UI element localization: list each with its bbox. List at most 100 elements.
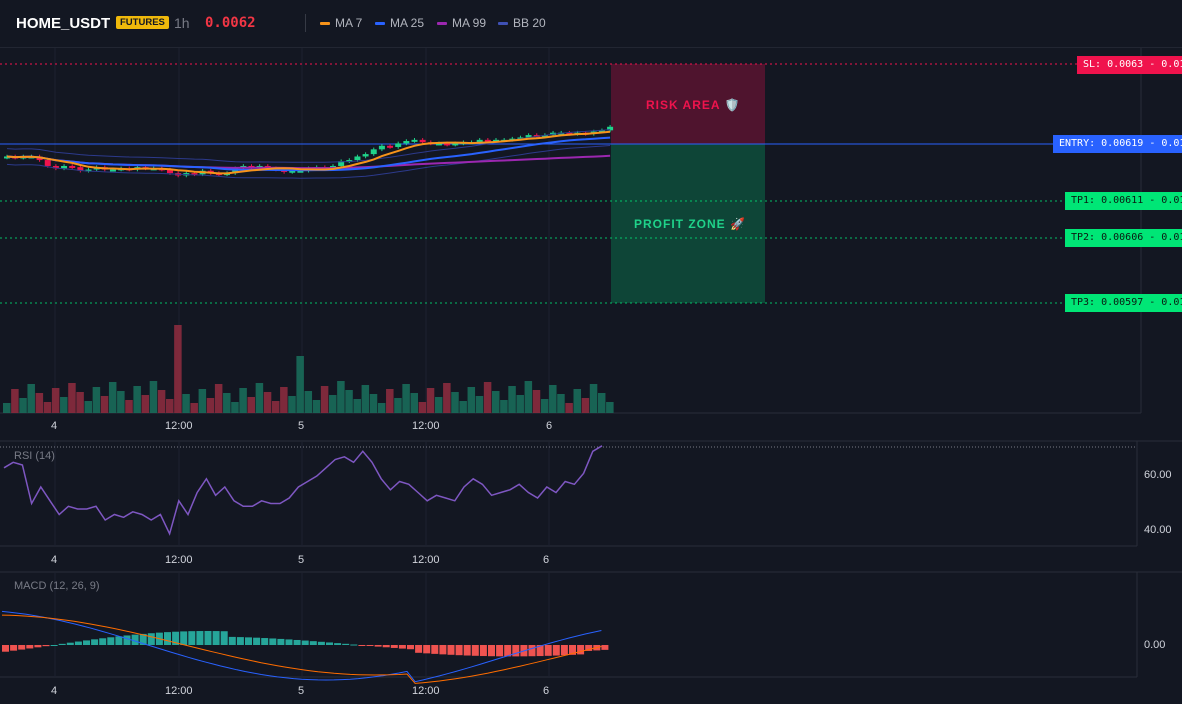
volume-bar: [288, 396, 296, 413]
volume-bar: [60, 397, 68, 413]
symbol-name[interactable]: HOME_USDT: [16, 15, 111, 32]
volume-bar: [394, 398, 402, 413]
volume-bar: [76, 392, 84, 413]
macd-histogram-bar: [245, 637, 252, 645]
macd-histogram-bar: [301, 640, 309, 645]
macd-histogram-bar: [309, 641, 317, 645]
macd-histogram-bar: [536, 645, 544, 657]
volume-bar: [508, 386, 516, 413]
volume-bar: [353, 399, 361, 413]
ma7-swatch-icon: [320, 21, 330, 25]
volume-bar: [589, 384, 598, 413]
macd-histogram-bar: [293, 639, 301, 645]
candle-body: [403, 141, 410, 144]
macd-histogram-bar: [10, 645, 18, 651]
bb20-swatch-icon: [498, 21, 508, 25]
legend-ma7[interactable]: MA 7: [320, 16, 362, 30]
macd-histogram-bar: [366, 645, 374, 646]
ma99-swatch-icon: [437, 21, 447, 25]
macd-histogram-bar: [204, 631, 212, 645]
volume-bar: [296, 356, 304, 413]
candle-body: [191, 173, 198, 176]
tp3-price-label[interactable]: TP3: 0.00597 - 0.01: [1065, 294, 1182, 312]
volume-bar: [467, 387, 476, 413]
macd-histogram-bar: [423, 645, 431, 654]
volume-bar: [43, 402, 52, 413]
tp2-price-label[interactable]: TP2: 0.00606 - 0.01: [1065, 229, 1182, 247]
volume-bar: [377, 403, 386, 413]
macd-histogram-bar: [350, 644, 358, 646]
candle-body: [44, 160, 51, 166]
tp3-label-suffix: - 0.01: [1143, 297, 1182, 308]
macd-histogram-bar: [164, 632, 171, 645]
legend-ma25[interactable]: MA 25: [375, 16, 424, 30]
rsi-xtick: 5: [298, 554, 305, 566]
macd-histogram-bar: [431, 645, 439, 654]
macd-histogram-bar: [601, 645, 609, 650]
macd-histogram-bar: [317, 641, 325, 645]
candle-body: [452, 143, 459, 146]
futures-badge: FUTURES: [116, 16, 169, 29]
candle-body: [419, 139, 426, 143]
candle-body: [109, 169, 116, 172]
sl-price-label[interactable]: SL: 0.0063 - 0.01: [1077, 56, 1182, 74]
candle-body: [354, 156, 361, 161]
candle-body: [52, 165, 59, 169]
candle-body: [476, 139, 483, 143]
volume-bar: [239, 388, 247, 413]
macd-xtick: 12:00: [165, 685, 193, 697]
volume-bar: [369, 394, 378, 413]
rsi-ytick: 60.00: [1144, 469, 1172, 481]
volume-bar: [35, 393, 44, 413]
legend-ma99[interactable]: MA 99: [437, 16, 486, 30]
tp1-price-label[interactable]: TP1: 0.00611 - 0.01: [1065, 192, 1182, 210]
macd-histogram-bar: [74, 641, 82, 645]
macd-histogram-bar: [569, 645, 576, 655]
volume-bar: [3, 403, 11, 413]
entry-price-label[interactable]: ENTRY: 0.00619 - 0.01: [1053, 135, 1182, 153]
volume-bar: [84, 401, 92, 413]
timeframe-label[interactable]: 1h: [174, 15, 190, 31]
volume-bar: [182, 394, 190, 413]
macd-histogram-bar: [463, 645, 471, 656]
macd-histogram-bar: [512, 645, 520, 657]
macd-histogram-bar: [285, 639, 293, 645]
volume-bar: [133, 386, 141, 413]
macd-histogram-bar: [496, 645, 504, 657]
macd-histogram-bar: [415, 645, 423, 653]
volume-bar: [19, 398, 27, 413]
macd-histogram-bar: [334, 643, 342, 645]
main-xtick: 5: [298, 420, 305, 432]
macd-histogram-bar: [488, 645, 495, 657]
macd-histogram-bar: [544, 645, 552, 656]
ma25-swatch-icon: [375, 21, 385, 25]
tp3-label-text: TP3: 0.00597: [1071, 297, 1144, 308]
legend-bb20[interactable]: BB 20: [498, 16, 546, 30]
volume-bar: [11, 389, 19, 413]
macd-xtick: 5: [298, 685, 305, 697]
volume-bar: [451, 392, 459, 413]
candle-body: [85, 169, 92, 172]
volume-bar: [27, 384, 35, 413]
volume-bar: [304, 391, 313, 413]
candle-body: [566, 132, 573, 135]
profit-zone-box: [611, 144, 765, 303]
volume-bar: [271, 401, 280, 413]
volume-bar: [361, 385, 370, 413]
macd-histogram-bar: [228, 636, 236, 645]
macd-histogram-bar: [382, 645, 390, 648]
macd-histogram-bar: [447, 645, 455, 655]
volume-bar: [280, 387, 288, 413]
macd-histogram-bar: [390, 645, 398, 648]
volume-bar: [492, 391, 500, 413]
candle-body: [493, 139, 499, 142]
legend-ma7-label: MA 7: [335, 16, 363, 30]
volume-bar: [386, 389, 394, 413]
main-xtick: 12:00: [412, 420, 440, 432]
macd-histogram-bar: [91, 639, 99, 645]
macd-histogram-bar: [34, 645, 42, 648]
volume-bar: [410, 393, 418, 413]
volume-bar: [100, 396, 109, 413]
candle-body: [362, 154, 369, 157]
